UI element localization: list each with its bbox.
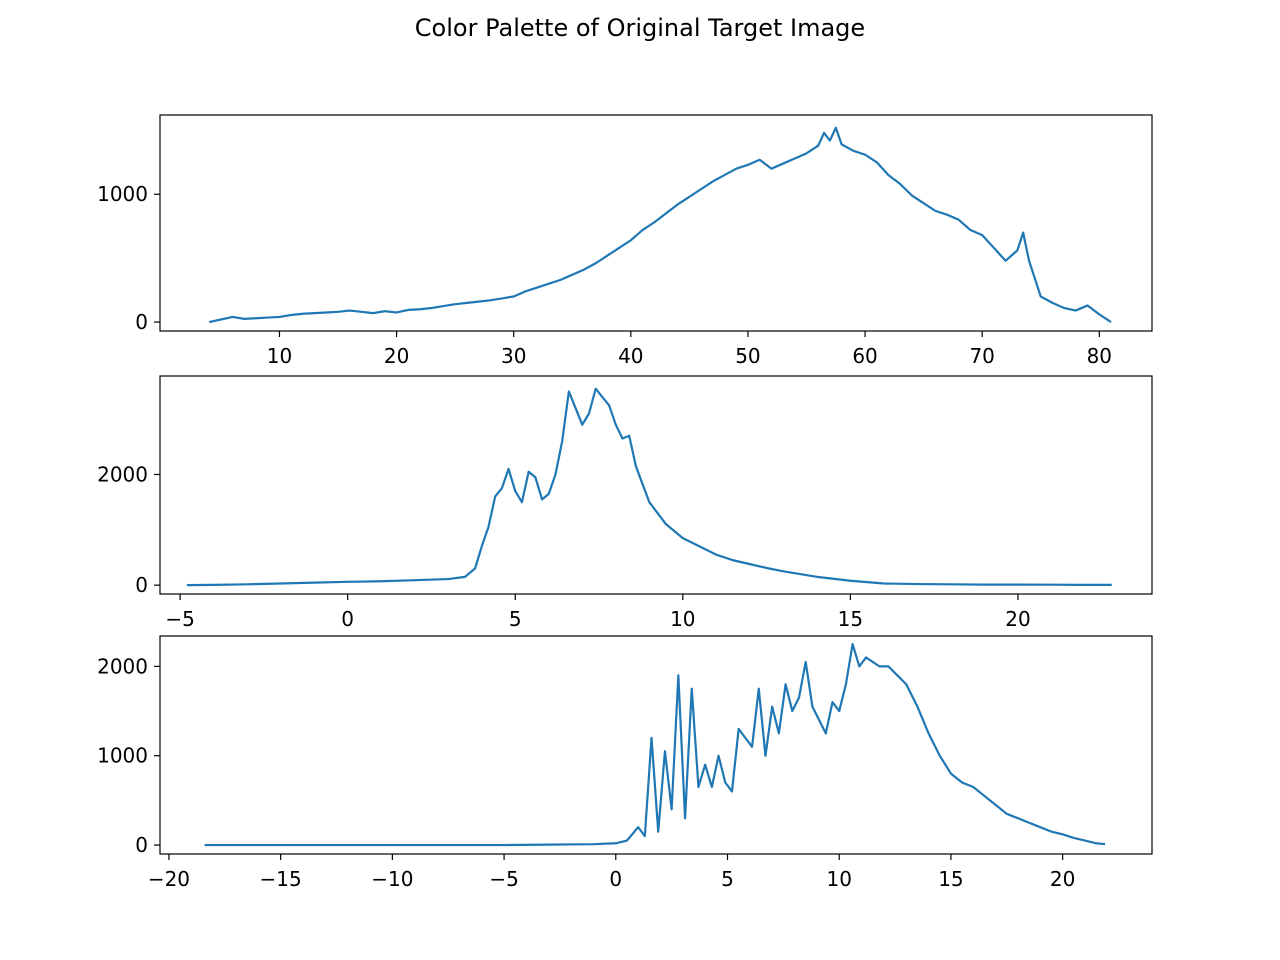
x-tick-label: 5 bbox=[721, 867, 734, 891]
x-tick-label: 15 bbox=[838, 607, 863, 631]
x-tick-label: 5 bbox=[509, 607, 522, 631]
y-tick-label: 0 bbox=[135, 833, 148, 857]
plot-frame bbox=[159, 114, 1153, 332]
y-tick-label: 0 bbox=[135, 573, 148, 597]
chart-title: Color Palette of Original Target Image bbox=[414, 14, 866, 42]
series-line bbox=[208, 126, 1112, 324]
subplot-2: −5 0 5 10 15 20 0 2000 bbox=[97, 375, 1153, 631]
x-tick-label: 10 bbox=[826, 867, 851, 891]
x-tick-label: 15 bbox=[938, 867, 963, 891]
x-tick-label: 10 bbox=[670, 607, 695, 631]
x-tick-label: 20 bbox=[1005, 607, 1030, 631]
x-tick-label: 0 bbox=[341, 607, 354, 631]
x-tick-label: 20 bbox=[384, 344, 409, 368]
series-line bbox=[204, 642, 1106, 847]
x-tick-label: −5 bbox=[165, 607, 194, 631]
y-tick-label: 0 bbox=[135, 310, 148, 334]
y-tick-label: 2000 bbox=[97, 462, 148, 486]
x-tick-label: 40 bbox=[618, 344, 643, 368]
x-tick-label: 30 bbox=[501, 344, 526, 368]
plot-frame bbox=[159, 375, 1153, 595]
x-tick-label: 20 bbox=[1050, 867, 1075, 891]
x-tick-label: −15 bbox=[260, 867, 302, 891]
subplot-1: 10 20 30 40 50 60 70 80 0 1000 bbox=[97, 114, 1153, 368]
x-tick-label: −10 bbox=[371, 867, 413, 891]
x-tick-label: 60 bbox=[852, 344, 877, 368]
x-tick-label: −20 bbox=[148, 867, 190, 891]
y-tick-label: 1000 bbox=[97, 744, 148, 768]
x-tick-label: 0 bbox=[609, 867, 622, 891]
plot-frame bbox=[159, 635, 1153, 855]
y-tick-label: 1000 bbox=[97, 182, 148, 206]
subplot-3: −20 −15 −10 −5 0 5 10 15 20 0 1000 2000 bbox=[97, 635, 1153, 891]
y-tick-label: 2000 bbox=[97, 654, 148, 678]
x-tick-label: 50 bbox=[735, 344, 760, 368]
x-tick-label: 70 bbox=[969, 344, 994, 368]
x-tick-label: 80 bbox=[1087, 344, 1112, 368]
series-line bbox=[186, 387, 1112, 587]
x-tick-label: −5 bbox=[489, 867, 518, 891]
x-tick-label: 10 bbox=[267, 344, 292, 368]
